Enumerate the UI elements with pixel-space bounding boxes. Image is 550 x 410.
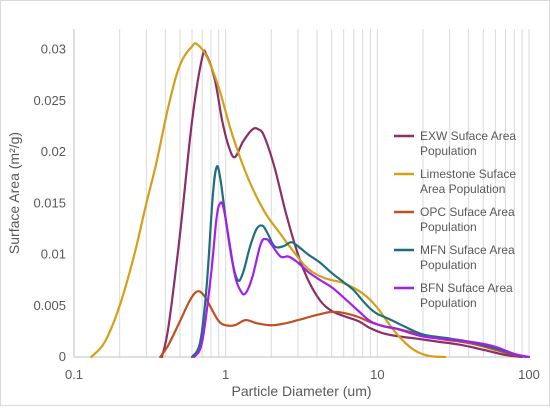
y-tick-label: 0 [59,349,66,364]
series-line-bfn [193,201,531,359]
legend-label-limestone: Limestone Suface Area Population [420,167,516,196]
x-tick-label: 0.1 [65,367,83,382]
y-axis-title: Surface Area (m²/g) [6,132,22,254]
y-tick-label: 0.01 [41,247,66,262]
series-line-exw [160,49,524,359]
grid-layer [73,29,530,357]
chart-legend: EXW Suface Area Population Limestone Sufac… [394,129,516,310]
legend-label-exw: EXW Suface Area Population [420,129,516,158]
legend-label-mfn: MFN Suface Area Population [420,243,515,272]
x-tick-label: 10 [370,367,384,382]
y-tick-label: 0.02 [41,144,66,159]
legend-label-bfn: BFN Suface Area Population [420,281,513,310]
y-tick-label: 0.025 [33,93,66,108]
y-tick-label: 0.015 [33,195,66,210]
x-axis-title: Particle Diameter (um) [231,383,371,399]
x-tick-label: 1 [222,367,229,382]
x-tick-label: 100 [518,367,540,382]
y-tick-label: 0.005 [33,298,66,313]
y-tick-label: 0.03 [41,42,66,57]
legend-label-opc: OPC Suface Area Population [420,205,515,234]
series-line-limestone [90,42,447,359]
series-line-mfn [190,165,527,359]
series-layer [90,42,531,359]
axis-layer: 0.1 1 10 100 0 0.005 0.01 0.015 0.02 0.025 0.03 [33,29,540,382]
